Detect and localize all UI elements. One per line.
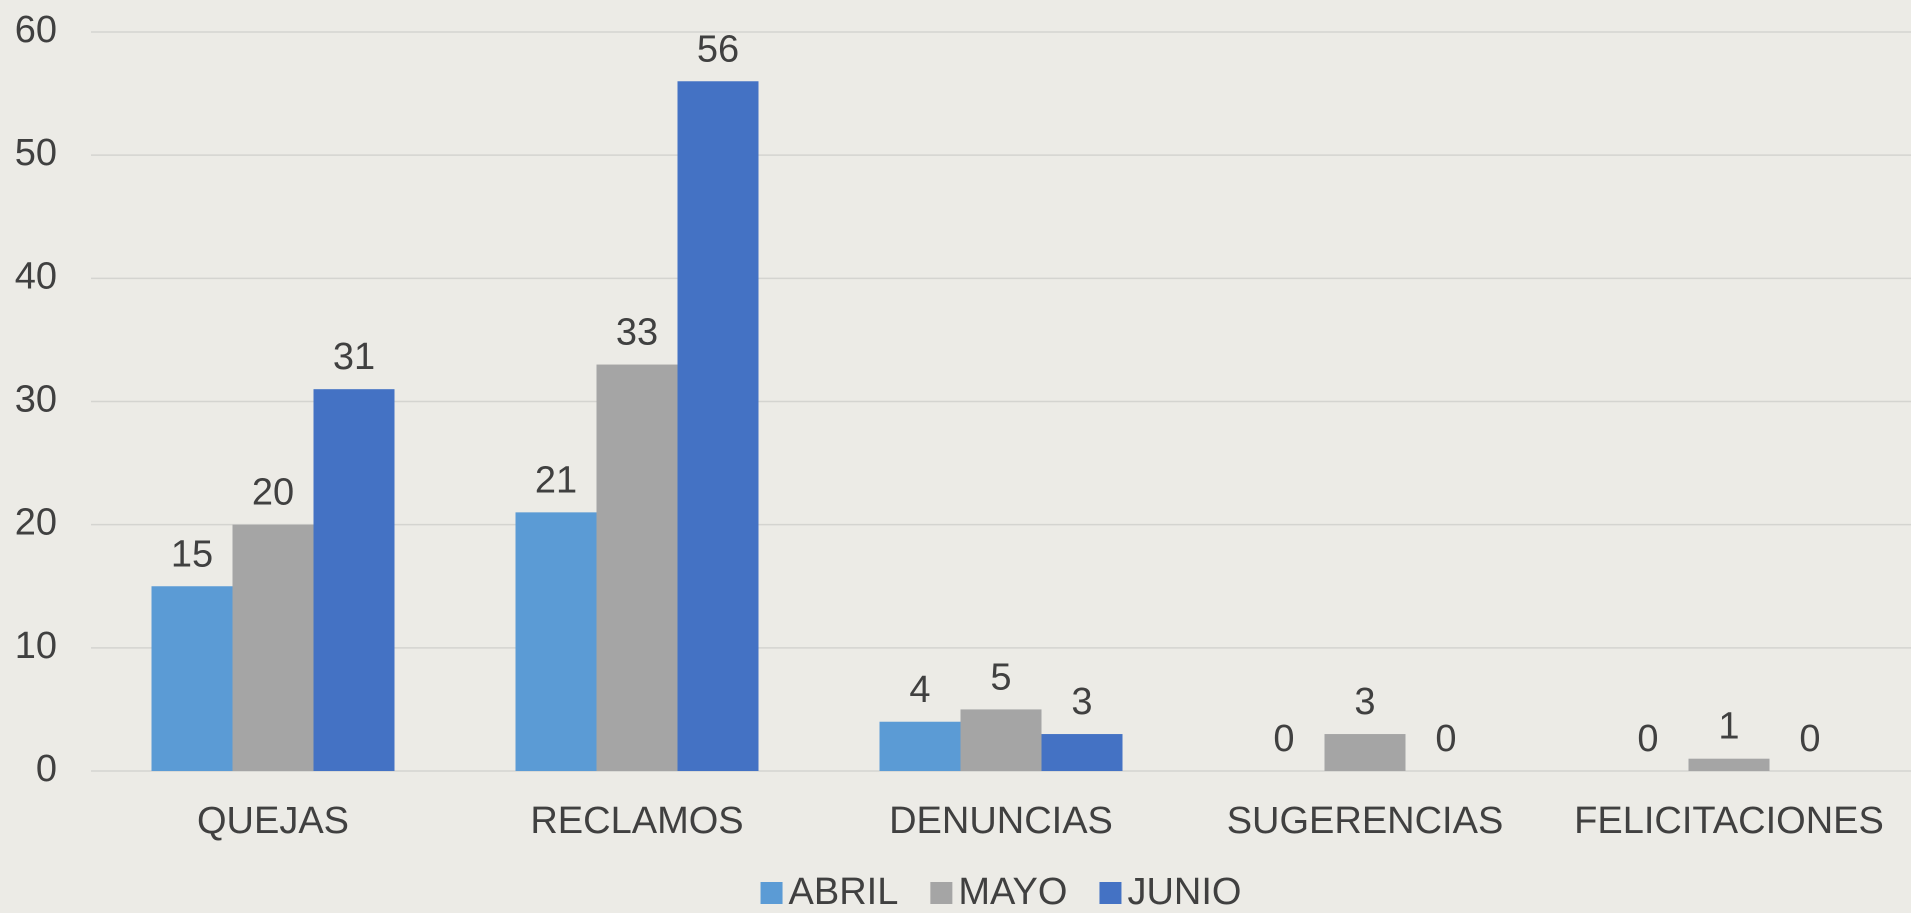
value-label: 15 bbox=[171, 533, 213, 575]
value-label: 0 bbox=[1435, 718, 1456, 760]
value-label: 0 bbox=[1799, 718, 1820, 760]
bar bbox=[151, 586, 233, 771]
legend-label: ABRIL bbox=[789, 871, 899, 913]
x-tick-label: DENUNCIAS bbox=[889, 800, 1113, 842]
x-tick-label: QUEJAS bbox=[197, 800, 349, 842]
bar bbox=[596, 364, 678, 771]
value-label: 0 bbox=[1637, 718, 1658, 760]
y-tick-label: 40 bbox=[15, 255, 57, 297]
legend-swatch bbox=[760, 882, 783, 904]
value-label: 20 bbox=[252, 472, 294, 514]
bar bbox=[879, 721, 961, 771]
value-label: 3 bbox=[1354, 681, 1375, 723]
value-label: 31 bbox=[333, 336, 375, 378]
bar bbox=[1324, 734, 1406, 771]
bar bbox=[677, 81, 759, 772]
y-tick-label: 0 bbox=[36, 748, 57, 790]
y-tick-label: 20 bbox=[15, 502, 57, 544]
x-tick-label: FELICITACIONES bbox=[1574, 800, 1884, 842]
bar bbox=[232, 524, 314, 771]
value-label: 4 bbox=[909, 669, 930, 711]
bar bbox=[1041, 734, 1123, 771]
legend-swatch bbox=[1099, 882, 1122, 904]
x-tick-label: RECLAMOS bbox=[530, 800, 743, 842]
legend-swatch bbox=[930, 882, 953, 904]
bar bbox=[515, 512, 597, 771]
y-tick-label: 60 bbox=[15, 9, 57, 51]
value-label: 33 bbox=[616, 312, 658, 354]
bar bbox=[1688, 758, 1770, 771]
y-tick-label: 50 bbox=[15, 132, 57, 174]
bar bbox=[960, 709, 1042, 771]
value-label: 21 bbox=[535, 459, 577, 501]
value-label: 3 bbox=[1071, 681, 1092, 723]
value-label: 0 bbox=[1273, 718, 1294, 760]
legend-label: JUNIO bbox=[1127, 871, 1241, 913]
legend-label: MAYO bbox=[958, 871, 1067, 913]
y-tick-label: 30 bbox=[15, 379, 57, 421]
value-label: 5 bbox=[990, 656, 1011, 698]
x-tick-label: SUGERENCIAS bbox=[1227, 800, 1504, 842]
value-label: 56 bbox=[697, 28, 739, 70]
value-label: 1 bbox=[1718, 706, 1739, 748]
legend: ABRIL MAYO JUNIO bbox=[760, 871, 1241, 913]
bar bbox=[313, 389, 395, 771]
y-tick-label: 10 bbox=[15, 625, 57, 667]
